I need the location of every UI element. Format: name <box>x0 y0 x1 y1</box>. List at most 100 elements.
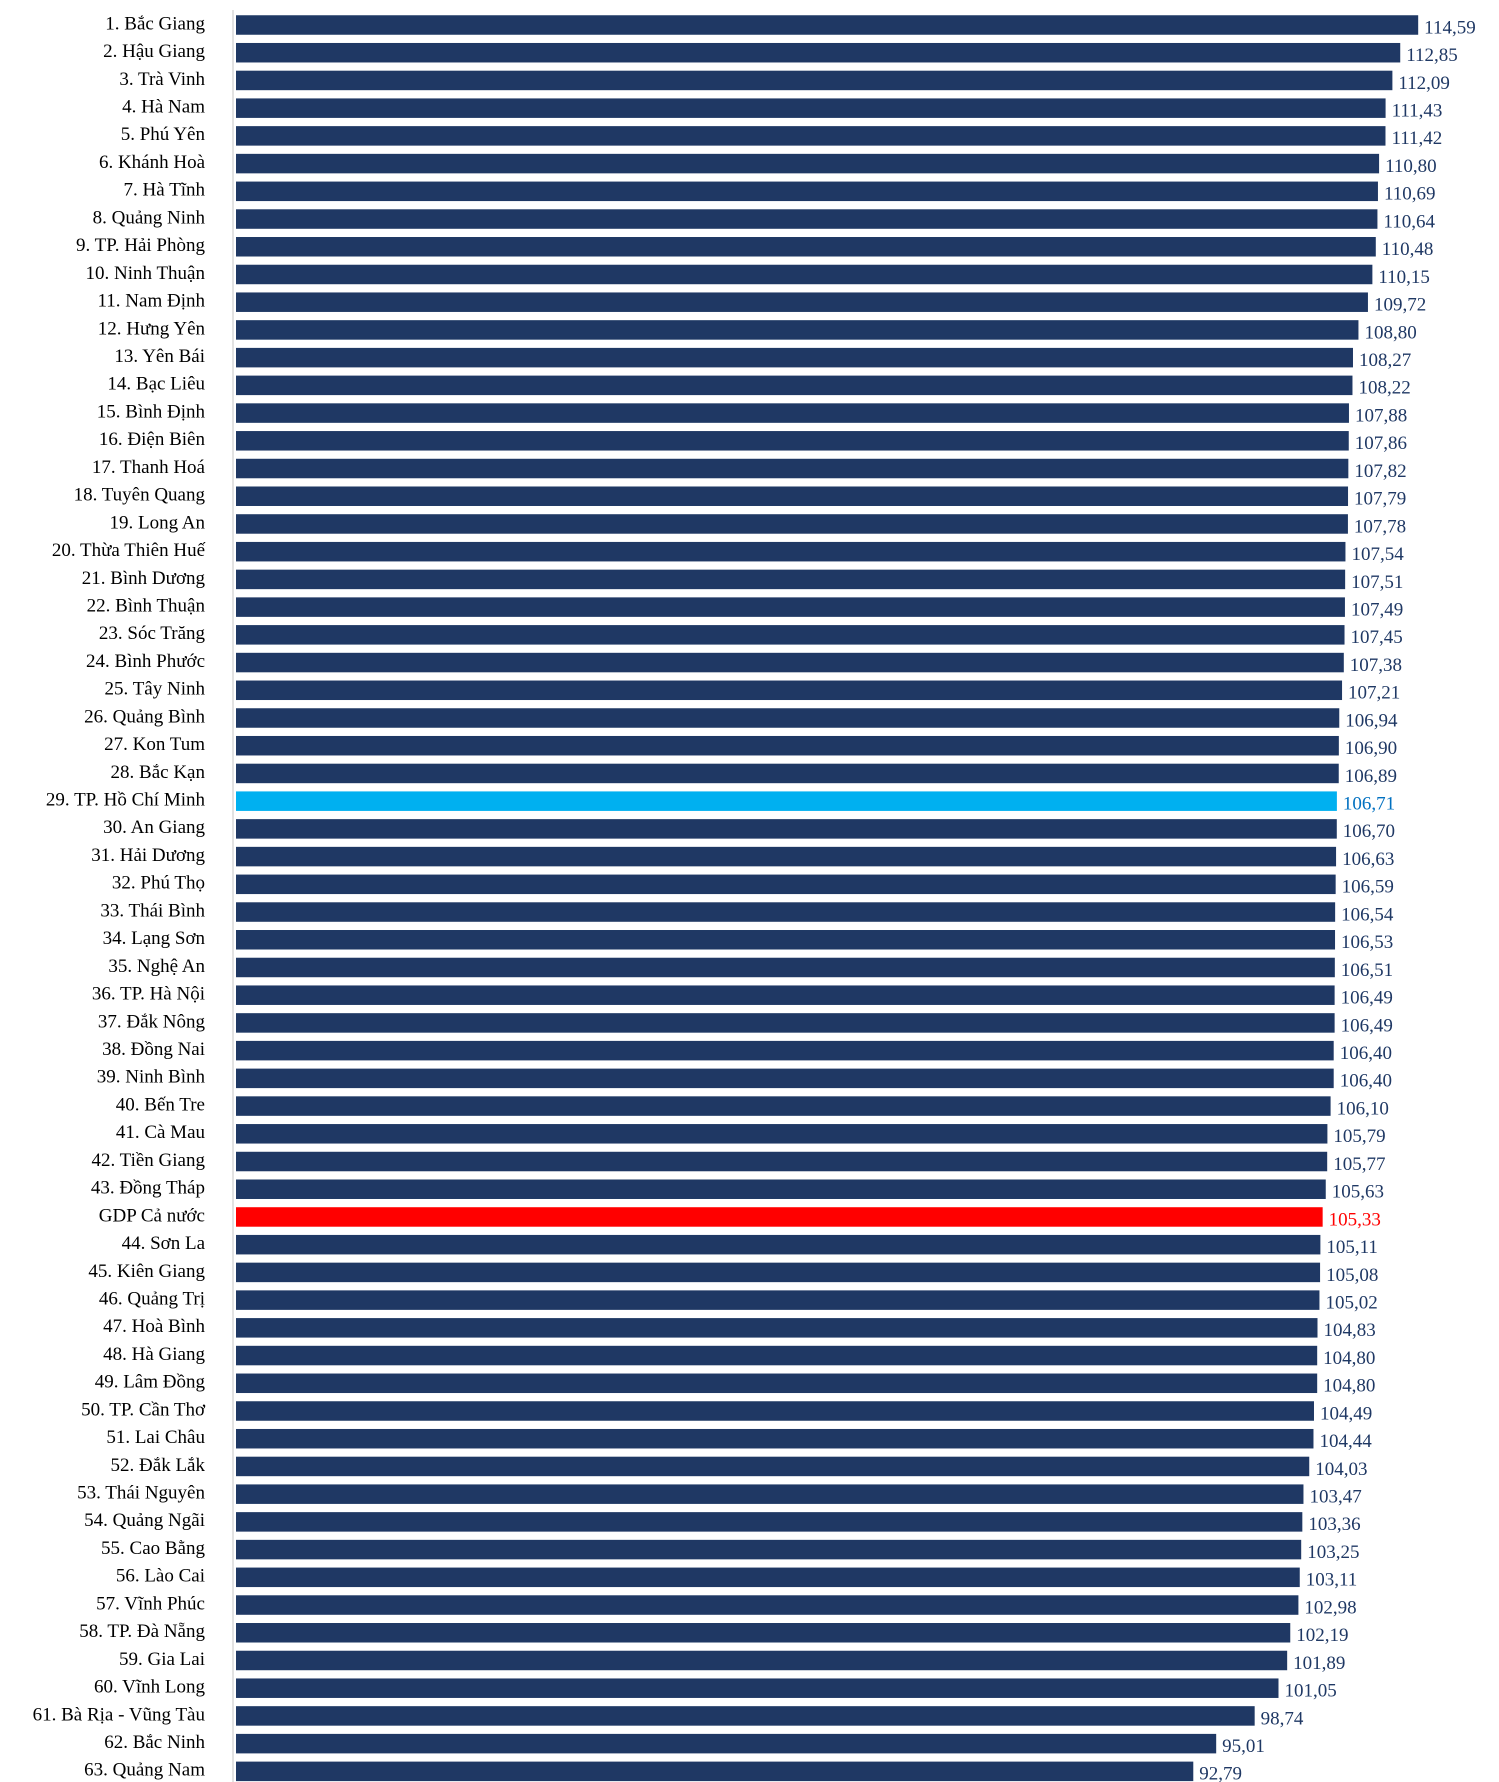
y-tick-label: 50. TP. Cần Thơ <box>81 1399 206 1420</box>
bar <box>236 791 1337 811</box>
y-tick-label: 47. Hoà Bình <box>103 1316 205 1337</box>
y-tick-label: 33. Thái Bình <box>100 900 205 921</box>
bar <box>236 292 1368 312</box>
bar <box>236 1650 1288 1671</box>
value-label: 105,11 <box>1326 1237 1378 1258</box>
y-tick-label: 44. Sơn La <box>122 1233 206 1254</box>
y-tick-label: 10. Ninh Thuận <box>86 263 206 284</box>
y-tick-label: 42. Tiền Giang <box>92 1150 206 1171</box>
value-label: 104,44 <box>1319 1431 1372 1452</box>
bar <box>236 486 1349 506</box>
value-label: 105,33 <box>1329 1209 1381 1230</box>
bar <box>236 1539 1302 1560</box>
value-label: 105,63 <box>1332 1182 1384 1203</box>
y-tick-label: 57. Vĩnh Phúc <box>96 1593 205 1614</box>
bar <box>236 209 1378 229</box>
bar <box>236 1040 1334 1061</box>
value-label: 107,54 <box>1351 544 1404 565</box>
y-tick-label: 26. Quảng Bình <box>84 706 205 727</box>
y-tick-label: 61. Bà Rịa - Vũng Tàu <box>33 1704 206 1725</box>
y-tick-label: 29. TP. Hồ Chí Minh <box>46 790 206 811</box>
y-tick-label: 22. Bình Thuận <box>87 595 206 616</box>
bar <box>236 237 1376 257</box>
bar <box>236 957 1335 978</box>
value-label: 106,63 <box>1342 849 1394 870</box>
value-label: 106,59 <box>1342 877 1394 898</box>
value-label: 110,48 <box>1382 239 1434 260</box>
bar <box>236 1678 1279 1698</box>
value-label: 104,80 <box>1323 1348 1375 1369</box>
y-tick-label: 55. Cao Bằng <box>101 1538 205 1559</box>
value-label: 106,49 <box>1341 988 1393 1009</box>
y-tick-label: 48. Hà Giang <box>103 1344 205 1365</box>
value-label: 105,08 <box>1326 1265 1378 1286</box>
bar <box>236 1290 1320 1310</box>
value-label: 106,53 <box>1341 932 1393 953</box>
bar <box>236 541 1346 562</box>
y-tick-label: 4. Hà Nam <box>122 97 205 118</box>
value-label: 104,80 <box>1323 1376 1375 1397</box>
bar <box>236 680 1343 701</box>
y-tick-label: 24. Bình Phước <box>86 651 205 672</box>
bar <box>236 1595 1299 1615</box>
bar <box>236 320 1359 340</box>
value-label: 106,70 <box>1343 821 1395 842</box>
value-label: 110,80 <box>1385 156 1437 177</box>
bar <box>236 708 1340 728</box>
bar <box>236 597 1345 617</box>
y-tick-label: 20. Thừa Thiên Huế <box>52 540 206 561</box>
value-label: 108,22 <box>1358 378 1410 399</box>
value-label: 107,51 <box>1351 572 1403 593</box>
value-label: 106,40 <box>1340 1043 1392 1064</box>
bar <box>236 1262 1321 1283</box>
bar <box>236 1151 1328 1172</box>
value-label: 106,90 <box>1345 738 1397 759</box>
bar <box>236 735 1339 756</box>
value-label: 101,89 <box>1293 1653 1345 1674</box>
y-tick-label: 13. Yên Bái <box>114 346 205 367</box>
value-label: 107,88 <box>1355 405 1407 426</box>
bar <box>236 15 1419 35</box>
y-tick-label: 16. Điện Biên <box>99 429 206 450</box>
y-tick-label: 40. Bến Tre <box>116 1094 205 1115</box>
y-tick-label: 49. Lâm Đồng <box>95 1372 206 1393</box>
value-label: 105,02 <box>1325 1292 1377 1313</box>
y-tick-label: 1. Bắc Giang <box>105 13 205 34</box>
y-tick-label: 56. Lào Cai <box>116 1566 205 1587</box>
y-tick-label: 2. Hậu Giang <box>103 41 205 62</box>
y-tick-label: 9. TP. Hải Phòng <box>76 235 205 256</box>
y-tick-label: GDP Cả nước <box>99 1205 205 1226</box>
y-tick-label: 32. Phú Thọ <box>112 873 205 894</box>
y-tick-label: 30. An Giang <box>103 817 205 838</box>
bar <box>236 347 1353 368</box>
bar <box>236 42 1401 63</box>
value-label: 98,74 <box>1261 1708 1304 1729</box>
y-tick-label: 27. Kon Tum <box>104 734 205 755</box>
y-tick-label: 31. Hải Dương <box>91 845 205 866</box>
value-label: 107,82 <box>1354 461 1406 482</box>
bar <box>236 846 1337 867</box>
y-tick-label: 62. Bắc Ninh <box>104 1732 205 1753</box>
value-label: 106,40 <box>1340 1071 1392 1092</box>
y-tick-label: 35. Nghệ An <box>108 956 205 977</box>
value-label: 106,54 <box>1341 904 1394 925</box>
bar <box>236 431 1349 451</box>
y-tick-label: 17. Thanh Hoá <box>92 457 206 478</box>
bar <box>236 1013 1335 1033</box>
bar <box>236 985 1335 1005</box>
bar <box>236 1401 1314 1421</box>
bar <box>236 930 1336 950</box>
y-tick-label: 60. Vĩnh Long <box>94 1677 206 1698</box>
value-label: 103,47 <box>1309 1487 1361 1508</box>
value-label: 106,51 <box>1341 960 1393 981</box>
bar <box>236 819 1337 839</box>
y-tick-label: 37. Đắk Nông <box>98 1011 206 1032</box>
y-tick-label: 36. TP. Hà Nội <box>92 984 205 1005</box>
y-tick-label: 23. Sóc Trăng <box>99 623 206 644</box>
value-label: 95,01 <box>1222 1736 1265 1757</box>
bar <box>236 652 1344 673</box>
y-tick-label: 63. Quảng Nam <box>84 1760 205 1781</box>
y-tick-label: 52. Đắk Lắk <box>111 1455 206 1476</box>
bar <box>236 1179 1326 1199</box>
